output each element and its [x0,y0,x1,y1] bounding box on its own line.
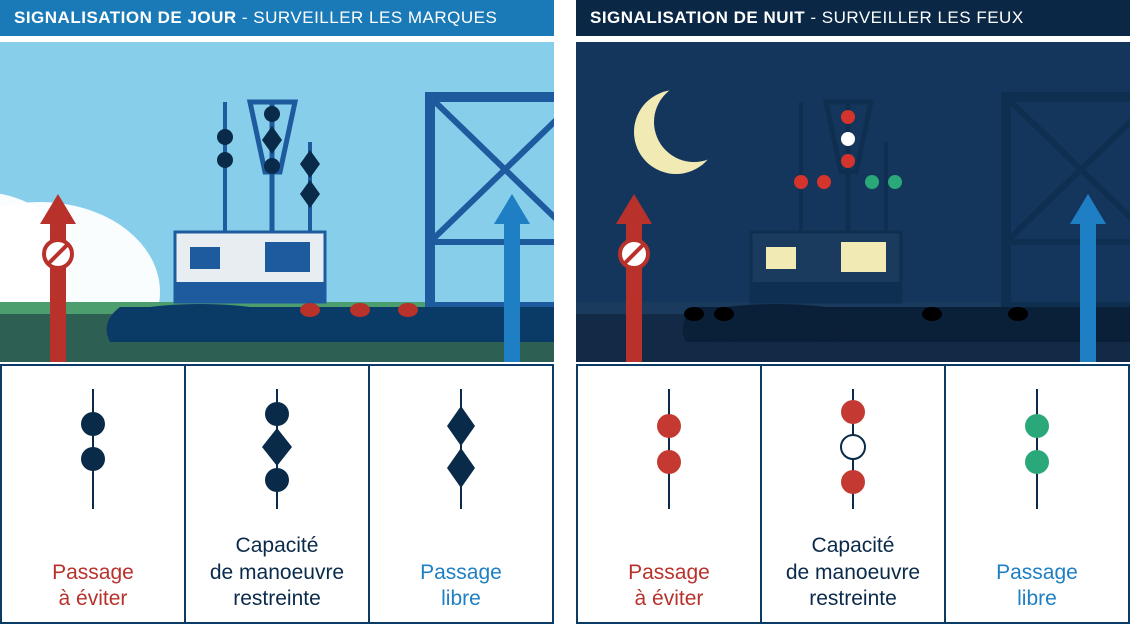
legend-label: Passageà éviter [628,560,710,613]
arrow-free [494,194,530,362]
arrow-avoid [616,194,652,362]
header-rest: - SURVEILLER LES FEUX [805,8,1024,27]
legend-label: Passagelibre [996,560,1078,613]
signal-icon [1007,384,1067,514]
scene-day [0,42,554,362]
legend-label: Capacitéde manoeuvrerestreinte [786,533,920,612]
signal-icon [431,384,491,514]
legend-label: Capacitéde manoeuvrerestreinte [210,533,344,612]
panel-night: SIGNALISATION DE NUIT - SURVEILLER LES F… [576,0,1130,624]
legend-label: Passagelibre [420,560,502,613]
header-bold: SIGNALISATION DE NUIT [590,8,805,27]
header-rest: - SURVEILLER LES MARQUES [237,8,498,27]
legend-cell: Capacitéde manoeuvrerestreinte [762,366,946,622]
signal-icon [63,384,123,514]
signal-icon [823,384,883,514]
arrow-avoid [40,194,76,362]
scene-night [576,42,1130,362]
legend-day: Passageà éviter Capacitéde manoeuvrerestr… [0,364,554,624]
signal-icon [247,384,307,514]
legend-cell: Passageà éviter [2,366,186,622]
signal-icon [639,384,699,514]
header-bold: SIGNALISATION DE JOUR [14,8,237,27]
legend-night: Passageà éviter Capacitéde manoeuvrerestr… [576,364,1130,624]
legend-cell: Passagelibre [946,366,1128,622]
legend-cell: Capacitéde manoeuvrerestreinte [186,366,370,622]
legend-cell: Passagelibre [370,366,552,622]
arrow-free [1070,194,1106,362]
panel-day: SIGNALISATION DE JOUR - SURVEILLER LES M… [0,0,554,624]
header-night: SIGNALISATION DE NUIT - SURVEILLER LES F… [576,0,1130,36]
legend-label: Passageà éviter [52,560,134,613]
header-day: SIGNALISATION DE JOUR - SURVEILLER LES M… [0,0,554,36]
legend-cell: Passageà éviter [578,366,762,622]
